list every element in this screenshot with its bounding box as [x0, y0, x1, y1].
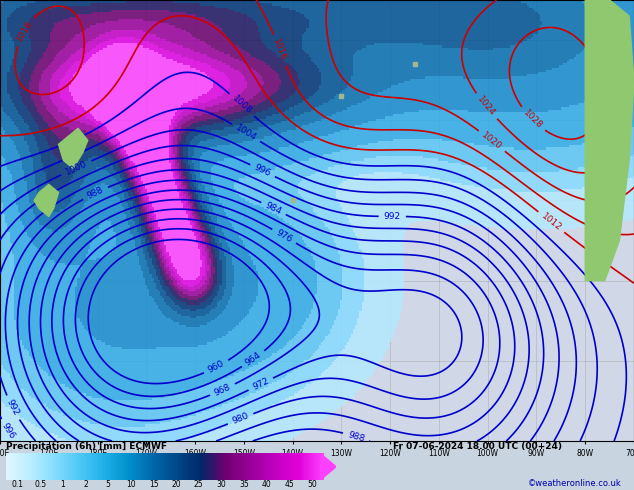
Text: 960: 960	[207, 359, 226, 375]
Text: 1008: 1008	[230, 94, 253, 116]
Polygon shape	[585, 0, 634, 281]
Polygon shape	[320, 453, 336, 480]
Text: 984: 984	[264, 201, 283, 216]
Text: 15: 15	[149, 480, 158, 489]
Text: 1020: 1020	[480, 130, 504, 151]
Text: 988: 988	[86, 185, 105, 201]
Text: 10: 10	[126, 480, 136, 489]
Text: 0.5: 0.5	[34, 480, 46, 489]
Text: Precipitation (6h) [mm] ECMWF: Precipitation (6h) [mm] ECMWF	[6, 442, 167, 451]
Text: 1004: 1004	[234, 123, 258, 143]
Text: 45: 45	[285, 480, 294, 489]
Text: 40: 40	[262, 480, 271, 489]
Text: 968: 968	[213, 382, 232, 397]
Text: ©weatheronline.co.uk: ©weatheronline.co.uk	[527, 479, 621, 488]
Text: 30: 30	[217, 480, 226, 489]
Text: 1: 1	[61, 480, 65, 489]
Text: 35: 35	[239, 480, 249, 489]
Text: 1000: 1000	[64, 159, 89, 177]
Text: 996: 996	[0, 421, 17, 441]
Text: 5: 5	[106, 480, 111, 489]
Polygon shape	[34, 184, 58, 217]
Text: 972: 972	[251, 376, 271, 392]
Text: 1016: 1016	[15, 19, 34, 43]
Text: 50: 50	[307, 480, 317, 489]
FancyArrow shape	[163, 460, 176, 478]
Text: 992: 992	[5, 398, 21, 417]
Polygon shape	[58, 128, 87, 169]
Text: 1028: 1028	[521, 108, 544, 131]
Text: 980: 980	[231, 412, 250, 426]
Text: 0.1: 0.1	[11, 480, 23, 489]
Text: 2: 2	[83, 480, 88, 489]
Text: 988: 988	[347, 430, 366, 443]
Text: 1012: 1012	[540, 212, 563, 233]
Text: Fr 07-06-2024 18.00 UTC (00+24): Fr 07-06-2024 18.00 UTC (00+24)	[393, 442, 562, 451]
Text: 25: 25	[194, 480, 204, 489]
Text: 1016: 1016	[271, 38, 288, 63]
Text: 964: 964	[243, 350, 263, 368]
Text: 1024: 1024	[476, 95, 497, 118]
Text: 20: 20	[171, 480, 181, 489]
Text: 996: 996	[253, 163, 272, 178]
Text: 976: 976	[275, 228, 294, 245]
Text: 992: 992	[384, 212, 401, 221]
